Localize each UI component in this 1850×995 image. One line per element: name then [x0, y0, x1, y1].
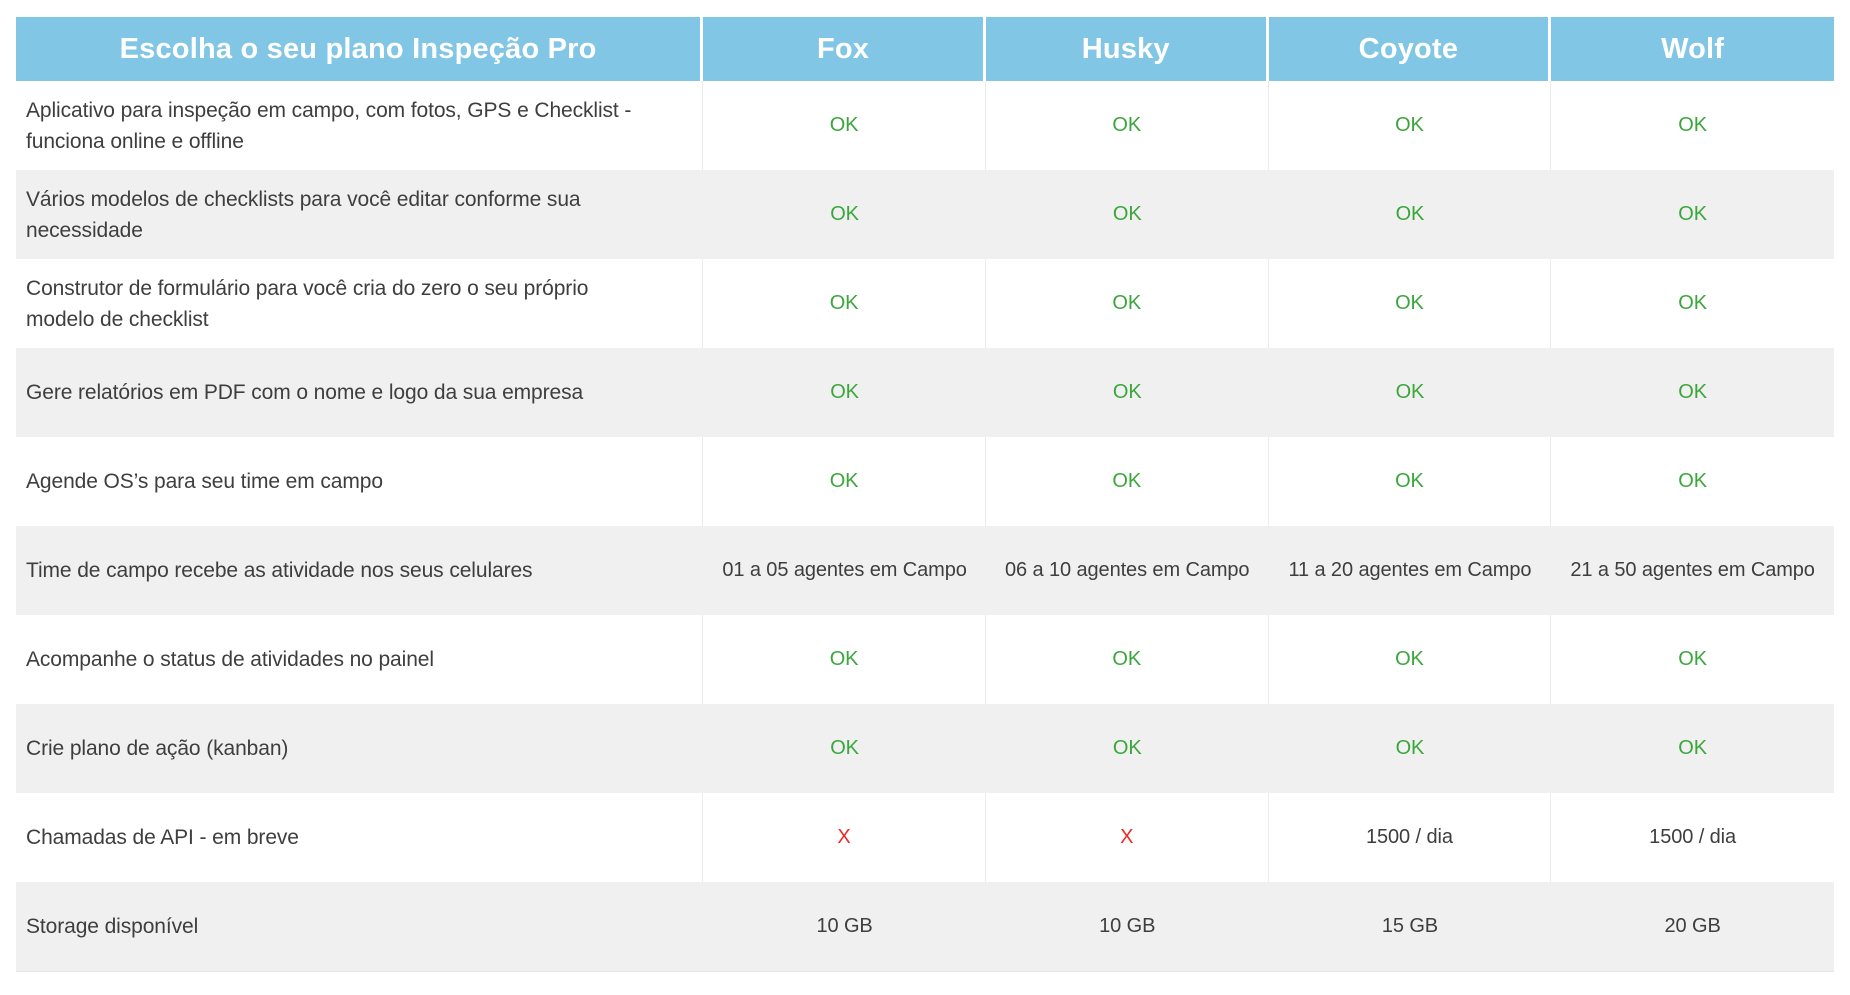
- plan-column-header-husky: Husky: [985, 17, 1269, 81]
- value-cell: OK: [1678, 737, 1707, 759]
- value-cell: OK: [1395, 737, 1425, 759]
- value-cell: OK: [986, 81, 1269, 170]
- table-row: Acompanhe o status de atividades no pain…: [16, 615, 1834, 704]
- value-cell: OK: [1395, 203, 1425, 225]
- value-cell: 15 GB: [1381, 915, 1439, 937]
- value-cell: OK: [1269, 81, 1552, 170]
- value-cell: 1500 / dia: [1269, 793, 1552, 882]
- value-cell: X: [986, 793, 1269, 882]
- feature-cell: Gere relatórios em PDF com o nome e logo…: [26, 381, 584, 404]
- value-cell: OK: [703, 259, 986, 348]
- feature-cell: Crie plano de ação (kanban): [26, 737, 289, 760]
- feature-cell: Construtor de formulário para você cria …: [16, 259, 704, 348]
- value-cell: 10 GB: [1099, 915, 1156, 937]
- feature-cell: Acompanhe o status de atividades no pain…: [16, 615, 704, 704]
- table-row: Time de campo recebe as atividade nos se…: [16, 526, 1834, 615]
- table-row: Crie plano de ação (kanban) OK OK OK OK: [16, 704, 1834, 793]
- value-cell: OK: [1678, 203, 1707, 225]
- comparison-table: Escolha o seu plano Inspeção Pro Fox Hus…: [16, 17, 1834, 972]
- comparison-table-title: Escolha o seu plano Inspeção Pro: [16, 17, 704, 81]
- value-cell: 20 GB: [1664, 915, 1721, 937]
- value-cell: 06 a 10 agentes em Campo: [1005, 559, 1250, 581]
- value-cell: OK: [1678, 648, 1707, 670]
- table-row: Vários modelos de checklists para você e…: [16, 170, 1834, 259]
- value-cell: OK: [703, 437, 986, 526]
- feature-cell: Aplicativo para inspeção em campo, com f…: [16, 81, 704, 170]
- table-row: Gere relatórios em PDF com o nome e logo…: [16, 348, 1834, 437]
- value-cell: 21 a 50 agentes em Campo: [1570, 559, 1815, 581]
- value-cell: OK: [703, 81, 986, 170]
- feature-cell: Storage disponível: [26, 915, 199, 938]
- plan-column-header-wolf: Wolf: [1551, 17, 1834, 81]
- value-cell: OK: [1678, 381, 1707, 403]
- value-cell: OK: [1395, 381, 1425, 403]
- value-cell: OK: [1112, 381, 1142, 403]
- value-cell: OK: [986, 615, 1269, 704]
- feature-cell: Agende OS’s para seu time em campo: [16, 437, 704, 526]
- value-cell: OK: [1269, 437, 1552, 526]
- feature-cell: Time de campo recebe as atividade nos se…: [26, 559, 533, 582]
- value-cell: OK: [1112, 203, 1142, 225]
- value-cell: OK: [830, 203, 859, 225]
- plan-column-header-fox: Fox: [703, 17, 986, 81]
- table-row: Construtor de formulário para você cria …: [16, 259, 1834, 348]
- feature-cell: Chamadas de API - em breve: [16, 793, 704, 882]
- value-cell: X: [703, 793, 986, 882]
- value-cell: OK: [1678, 292, 1707, 314]
- value-cell: OK: [1269, 259, 1552, 348]
- table-row: Agende OS’s para seu time em campo OK OK OK…: [16, 437, 1834, 526]
- table-row: Chamadas de API - em breve X X 1500 / dia 15…: [16, 793, 1834, 882]
- value-cell: OK: [830, 737, 859, 759]
- header-row: Escolha o seu plano Inspeção Pro Fox Hus…: [16, 17, 1834, 81]
- value-cell: 10 GB: [816, 915, 873, 937]
- value-cell: 01 a 05 agentes em Campo: [722, 559, 967, 581]
- value-cell: OK: [1678, 114, 1707, 136]
- table-body: Aplicativo para inspeção em campo, com f…: [16, 81, 1834, 971]
- value-cell: OK: [703, 615, 986, 704]
- value-cell: OK: [830, 381, 859, 403]
- value-cell: 11 a 20 agentes em Campo: [1288, 559, 1532, 581]
- table-row: Aplicativo para inspeção em campo, com f…: [16, 81, 1834, 170]
- value-cell: OK: [1269, 615, 1552, 704]
- value-cell: OK: [986, 259, 1269, 348]
- value-cell: OK: [1678, 470, 1707, 492]
- value-cell: OK: [986, 437, 1269, 526]
- plan-column-header-coyote: Coyote: [1268, 17, 1552, 81]
- table-row: Storage disponível 10 GB 10 GB 15 GB 20 GB: [16, 882, 1834, 971]
- feature-cell: Vários modelos de checklists para você e…: [26, 187, 581, 242]
- value-cell: OK: [1112, 737, 1142, 759]
- value-cell: 1500 / dia: [1649, 826, 1737, 848]
